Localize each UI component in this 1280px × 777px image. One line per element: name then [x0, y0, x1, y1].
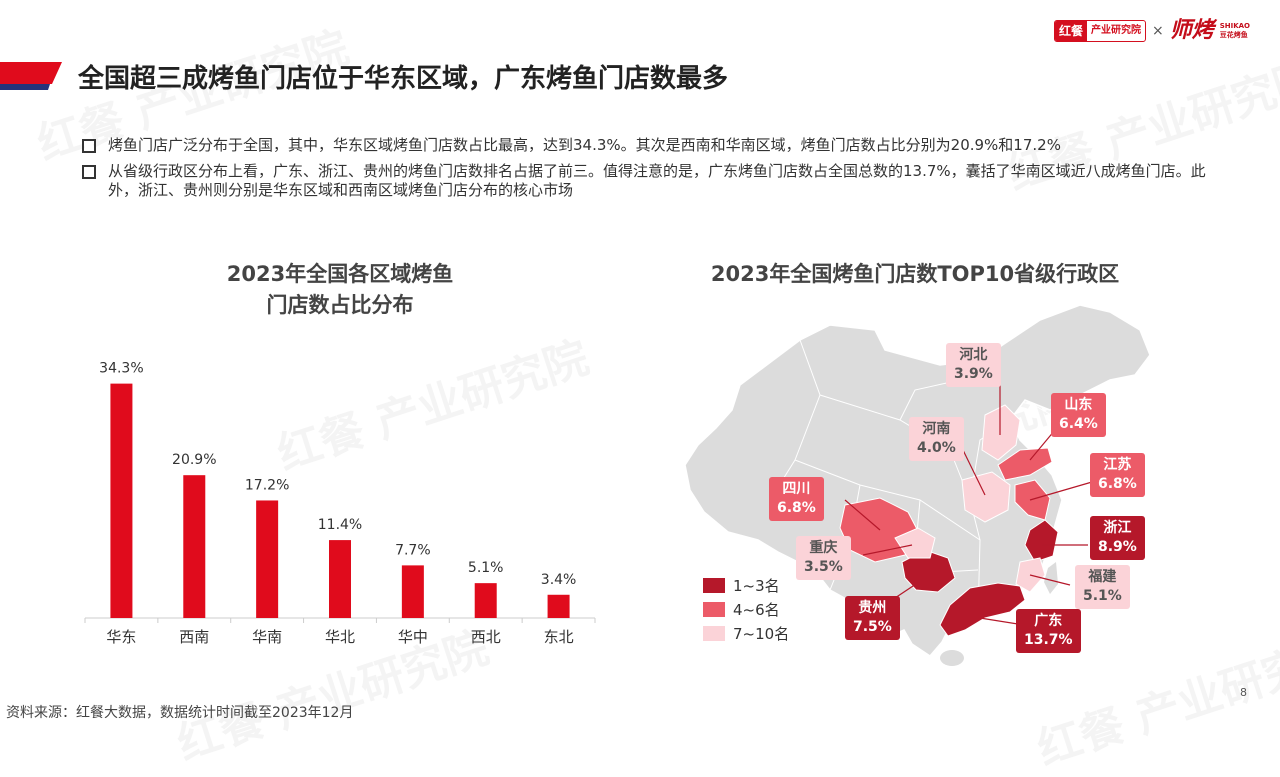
map-region-shandong	[997, 447, 1053, 481]
map-label-hebei: 河北 3.9%	[946, 343, 1001, 387]
map-label-zhejiang: 浙江 8.9%	[1090, 516, 1145, 560]
x-tick-label: 华中	[398, 628, 428, 646]
legend-label: 4~6名	[733, 600, 780, 619]
page-title: 全国超三成烤鱼门店位于华东区域，广东烤鱼门店数最多	[78, 64, 729, 94]
china-map-shape	[684, 304, 1151, 666]
map-region-henan	[961, 471, 1011, 523]
map-chart-title: 2023年全国烤鱼门店数TOP10省级行政区	[710, 262, 1120, 286]
map-region-jiangsu	[1014, 479, 1051, 521]
bar	[183, 475, 206, 618]
data-label: 34.3%	[99, 361, 143, 377]
province-name: 广东	[1034, 613, 1063, 629]
bar	[110, 383, 133, 618]
map-label-henan: 河南 4.0%	[909, 417, 964, 461]
bar-chart-title: 2023年全国各区域烤鱼 门店数占比分布	[190, 259, 490, 321]
province-name: 浙江	[1103, 520, 1132, 536]
brand-separator: ×	[1151, 23, 1164, 39]
province-name: 河北	[959, 347, 988, 363]
source-note: 资料来源：红餐大数据，数据统计时间截至2023年12月	[6, 705, 354, 721]
x-tick-label: 西北	[471, 628, 501, 646]
bullet-item: 烤鱼门店广泛分布于全国，其中，华东区域烤鱼门店数占比最高，达到34.3%。其次是…	[80, 136, 1210, 155]
province-value: 7.5%	[853, 619, 892, 635]
province-name: 江苏	[1103, 457, 1132, 473]
shikao-logo-en: SHIKAO	[1219, 22, 1250, 30]
map-legend: 1~3名 4~6名 7~10名	[703, 573, 789, 645]
title-accent-bar	[0, 62, 62, 90]
legend-swatch	[703, 577, 725, 593]
bullet-text: 烤鱼门店广泛分布于全国，其中，华东区域烤鱼门店数占比最高，达到34.3%。其次是…	[108, 136, 1061, 154]
bullet-text: 从省级行政区分布上看，广东、浙江、贵州的烤鱼门店数排名占据了前三。值得注意的是，…	[108, 162, 1206, 199]
bar	[401, 565, 424, 618]
x-tick-label: 东北	[544, 628, 574, 646]
bar	[547, 594, 570, 618]
legend-label: 7~10名	[733, 624, 790, 643]
province-name: 山东	[1064, 397, 1093, 413]
legend-label: 1~3名	[733, 576, 780, 595]
bar	[256, 500, 279, 618]
province-value: 5.1%	[1083, 588, 1122, 604]
province-value: 6.8%	[1098, 476, 1137, 492]
map-region-guangdong	[939, 582, 1026, 637]
province-name: 贵州	[858, 600, 887, 616]
map-label-jiangsu: 江苏 6.8%	[1090, 453, 1145, 497]
brand-logos: 红餐 产业研究院 × 师烤 SHIKAO 豆花烤鱼	[1053, 18, 1250, 43]
legend-swatch	[703, 601, 725, 617]
legend-swatch	[703, 625, 725, 641]
map-label-guangdong: 广东 13.7%	[1016, 609, 1081, 653]
hongcan-logo: 红餐 产业研究院	[1053, 20, 1146, 42]
bullet-square-icon	[82, 165, 96, 179]
bar	[474, 583, 497, 618]
hongcan-logo-text: 产业研究院	[1090, 25, 1141, 36]
page-number: 8	[1240, 686, 1247, 699]
bullet-square-icon	[82, 139, 96, 153]
data-label: 5.1%	[468, 560, 504, 576]
hongcan-logo-mark: 红餐	[1054, 21, 1087, 41]
bullet-item: 从省级行政区分布上看，广东、浙江、贵州的烤鱼门店数排名占据了前三。值得注意的是，…	[80, 162, 1210, 200]
x-tick-label: 华南	[252, 628, 282, 646]
x-tick-label: 华东	[106, 628, 136, 646]
shikao-logo-cn: 豆花烤鱼	[1219, 31, 1248, 39]
x-tick-label: 西南	[179, 628, 209, 646]
data-label: 11.4%	[318, 517, 362, 533]
province-value: 3.9%	[954, 366, 993, 382]
bar	[329, 540, 351, 618]
map-label-guizhou: 贵州 7.5%	[845, 596, 900, 640]
data-label: 17.2%	[245, 477, 289, 493]
shikao-logo: 师烤	[1169, 18, 1214, 43]
province-value: 3.5%	[804, 559, 843, 575]
province-value: 6.8%	[777, 500, 816, 516]
legend-item: 1~3名	[703, 573, 789, 597]
legend-item: 7~10名	[703, 621, 789, 645]
map-label-shandong: 山东 6.4%	[1051, 393, 1106, 437]
bullet-list: 烤鱼门店广泛分布于全国，其中，华东区域烤鱼门店数占比最高，达到34.3%。其次是…	[80, 136, 1210, 207]
bar-chart-title-line2: 门店数占比分布	[266, 293, 414, 317]
map-region-hebei	[981, 404, 1021, 461]
province-value: 13.7%	[1024, 632, 1073, 648]
legend-item: 4~6名	[703, 597, 789, 621]
data-label: 7.7%	[395, 542, 431, 558]
china-map	[680, 300, 1280, 700]
map-label-chongqing: 重庆 3.5%	[796, 536, 851, 580]
map-taiwan	[1044, 562, 1058, 594]
shikao-logo-sub: SHIKAO 豆花烤鱼	[1220, 22, 1250, 40]
data-label: 3.4%	[541, 572, 577, 588]
data-label: 20.9%	[172, 452, 216, 468]
bar-chart: 34.3% 华东 20.9% 西南 17.2% 华南 11.4% 华北 7.7% 华中 5.1% 西北…	[84, 361, 596, 646]
x-tick-label: 华北	[325, 628, 355, 646]
province-value: 6.4%	[1059, 416, 1098, 432]
province-value: 4.0%	[917, 440, 956, 456]
map-label-fujian: 福建 5.1%	[1075, 565, 1130, 609]
province-name: 四川	[782, 481, 811, 497]
province-name: 福建	[1088, 569, 1117, 585]
map-label-sichuan: 四川 6.8%	[769, 477, 824, 521]
province-name: 重庆	[809, 540, 838, 556]
bar-chart-title-line1: 2023年全国各区域烤鱼	[226, 262, 454, 286]
province-name: 河南	[922, 421, 951, 437]
map-region-chongqing	[894, 527, 936, 559]
map-hainan	[940, 650, 964, 666]
province-value: 8.9%	[1098, 539, 1137, 555]
